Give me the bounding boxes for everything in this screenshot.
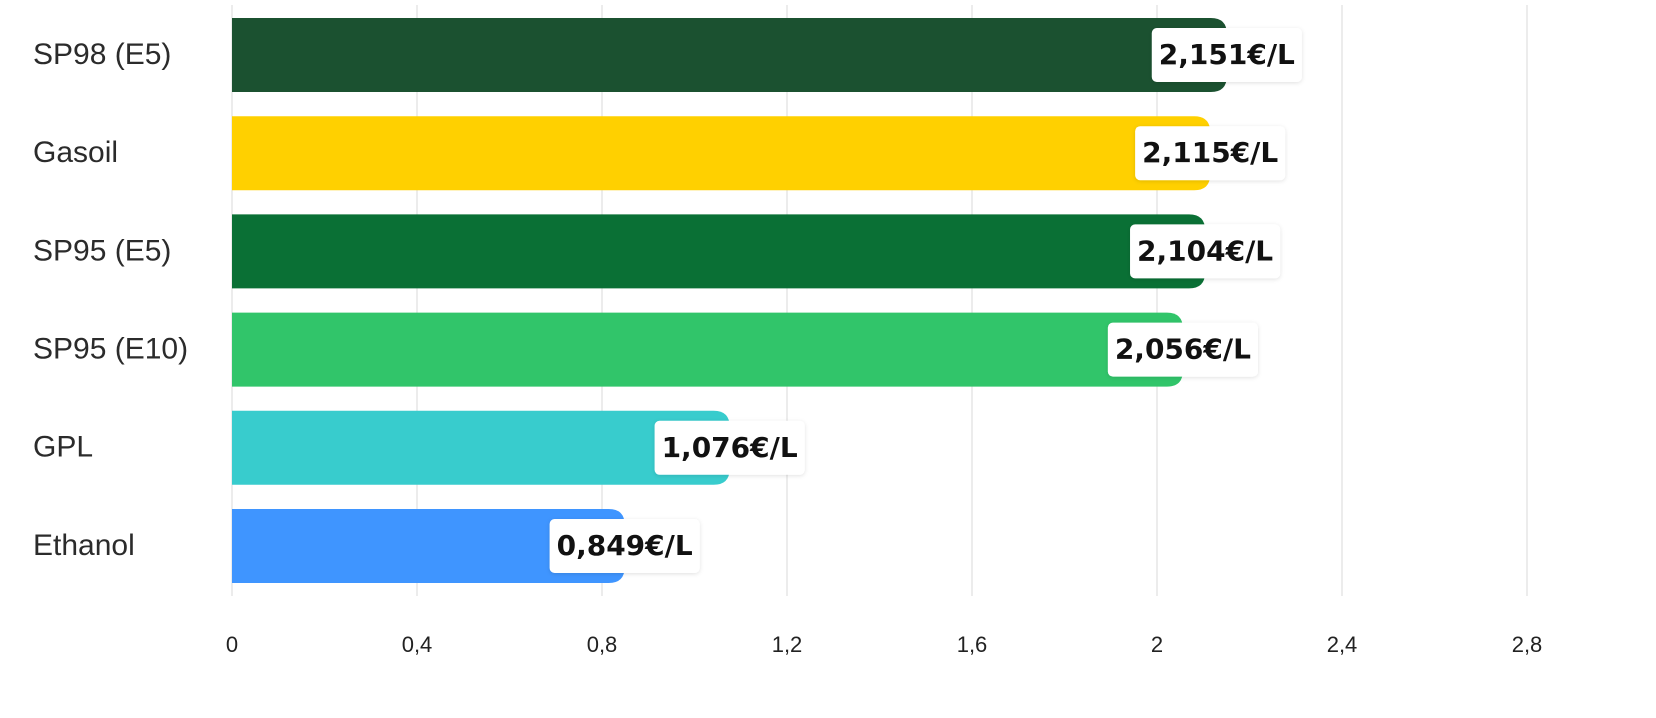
value-label-text: 2,104€/L [1137, 234, 1273, 267]
category-label-sp95-e10: SP95 (E10) [33, 333, 188, 366]
bars [232, 18, 1227, 583]
bar-sp95-e5 [232, 214, 1206, 289]
value-label-sp98-e5: 2,151€/L [1151, 28, 1302, 82]
bar-sp95-e10 [232, 312, 1183, 387]
category-label-ethanol: Ethanol [33, 529, 135, 562]
x-axis-tick-labels: 0 0,4 0,8 1,2 1,6 2 2,4 2,8 [226, 632, 1542, 657]
value-label-box [654, 420, 805, 475]
value-label-sp95-e5: 2,104€/L [1130, 224, 1281, 279]
category-label-sp98-e5: SP98 (E5) [33, 38, 171, 71]
value-label-gasoil: 2,115€/L [1135, 126, 1286, 181]
value-label-box [1107, 322, 1258, 377]
category-label-gasoil: Gasoil [33, 136, 118, 169]
x-tick-label: 0,4 [402, 632, 433, 657]
value-label-text: 0,849€/L [557, 529, 693, 562]
category-labels: SP98 (E5) Gasoil SP95 (E5) SP95 (E10) GPL Eth… [33, 38, 188, 562]
bar-sp98-e5 [232, 18, 1227, 92]
x-tick-label: 0,8 [587, 632, 618, 657]
value-label-text: 2,115€/L [1142, 136, 1278, 169]
value-label-box [1135, 126, 1286, 181]
value-label-text: 2,151€/L [1159, 38, 1295, 71]
bar-gpl [232, 410, 730, 485]
value-labels: 2,151€/L 2,115€/L 2,104€/L 2,056€/L 1,076€/L… [549, 28, 1302, 573]
value-label-text: 2,056€/L [1115, 333, 1251, 366]
value-label-box [1151, 28, 1302, 82]
x-tick-label: 0 [226, 632, 238, 657]
value-label-box [1130, 224, 1281, 279]
bar-gasoil [232, 116, 1211, 191]
value-label-sp95-e10: 2,056€/L [1107, 322, 1258, 377]
category-label-gpl: GPL [33, 431, 93, 464]
bar-ethanol [232, 509, 625, 583]
grid-lines [231, 5, 1528, 596]
value-label-box [549, 519, 700, 573]
x-tick-label: 1,6 [957, 632, 988, 657]
value-label-ethanol: 0,849€/L [549, 519, 700, 573]
x-tick-label: 1,2 [772, 632, 803, 657]
x-tick-label: 2,4 [1327, 632, 1358, 657]
x-tick-label: 2 [1151, 632, 1163, 657]
value-label-gpl: 1,076€/L [654, 420, 805, 475]
category-label-sp95-e5: SP95 (E5) [33, 234, 171, 267]
x-tick-label: 2,8 [1512, 632, 1543, 657]
value-label-text: 1,076€/L [662, 431, 798, 464]
